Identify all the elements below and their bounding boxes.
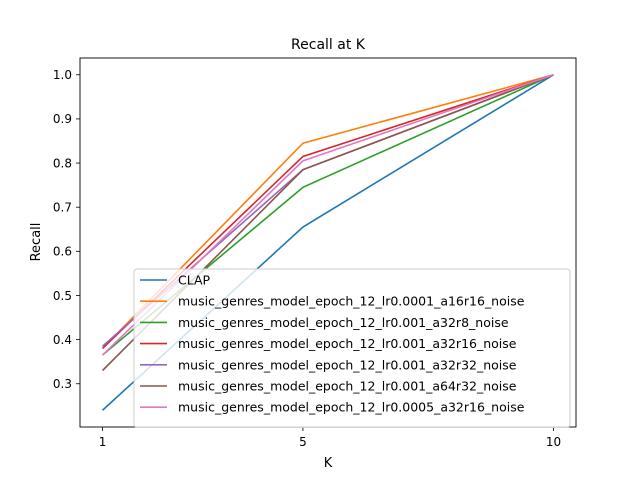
legend-box bbox=[133, 268, 571, 428]
chart-title: Recall at K bbox=[291, 37, 366, 53]
legend-label: music_genres_model_epoch_12_lr0.001_a32r… bbox=[178, 315, 509, 330]
legend-label: music_genres_model_epoch_12_lr0.001_a64r… bbox=[178, 379, 517, 394]
x-axis: 1 5 10 bbox=[99, 427, 561, 449]
y-tick-label: 0.3 bbox=[53, 377, 72, 391]
y-tick-label: 0.4 bbox=[53, 333, 72, 347]
legend-label: music_genres_model_epoch_12_lr0.001_a32r… bbox=[178, 336, 517, 351]
y-axis: 0.3 0.4 0.5 0.6 0.7 0.8 0.9 1.0 bbox=[53, 68, 80, 391]
x-tick-label: 5 bbox=[299, 435, 307, 449]
y-tick-label: 0.8 bbox=[53, 156, 72, 170]
x-tick-label: 10 bbox=[546, 435, 561, 449]
legend-label: music_genres_model_epoch_12_lr0.0005_a32… bbox=[178, 400, 525, 415]
legend: CLAP music_genres_model_epoch_12_lr0.0001… bbox=[133, 268, 571, 428]
x-axis-label: K bbox=[324, 456, 333, 471]
y-tick-label: 1.0 bbox=[53, 68, 72, 82]
y-tick-label: 0.9 bbox=[53, 112, 72, 126]
legend-label: music_genres_model_epoch_12_lr0.001_a32r… bbox=[178, 357, 517, 372]
y-axis-label: Recall bbox=[29, 223, 44, 262]
legend-label: CLAP bbox=[178, 273, 211, 288]
y-tick-label: 0.5 bbox=[53, 289, 72, 303]
legend-label: music_genres_model_epoch_12_lr0.0001_a16… bbox=[178, 294, 525, 309]
y-tick-label: 0.7 bbox=[53, 200, 72, 214]
y-tick-label: 0.6 bbox=[53, 245, 72, 259]
x-tick-label: 1 bbox=[99, 435, 107, 449]
